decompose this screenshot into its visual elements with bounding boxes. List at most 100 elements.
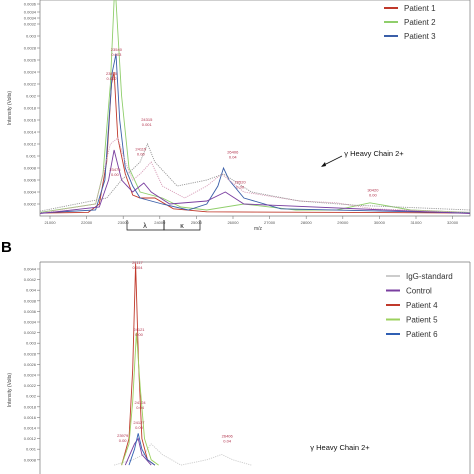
y-tick-label: 0.0034 xyxy=(24,10,37,15)
legend-label: Patient 5 xyxy=(406,316,438,325)
peak-label: 24127 xyxy=(133,420,145,425)
y-tick-label: 0.0016 xyxy=(24,415,37,420)
peak-label: 0.00 xyxy=(135,425,144,430)
heavy-chain-annotation: γ Heavy Chain 2+ xyxy=(344,149,404,158)
peak-label: 23475 xyxy=(109,167,121,172)
y-tick-label: 0.0018 xyxy=(24,106,37,111)
y-tick-label: 0.0016 xyxy=(24,118,37,123)
x-tick-label: 22000 xyxy=(81,220,93,225)
x-tick-label: 24000 xyxy=(154,220,166,225)
annotation-arrowhead xyxy=(321,162,326,167)
y-tick-label: 0.003 xyxy=(26,34,37,39)
x-tick-label: 32000 xyxy=(447,220,459,225)
y-tick-label: 0.001 xyxy=(26,154,37,159)
y-tick-label: 0.0008 xyxy=(24,457,37,462)
peak-label: 0.00 xyxy=(135,332,144,337)
y-tick-label: 0.0014 xyxy=(24,426,37,431)
series-line-b-3 xyxy=(121,332,159,466)
series-line-a-0 xyxy=(40,71,470,214)
x-tick-label: 23000 xyxy=(118,220,130,225)
y-tick-label: 0.0036 xyxy=(24,309,37,314)
peak-label: 0.001 xyxy=(142,122,153,127)
series-line-a-5 xyxy=(40,142,470,212)
panel-b-letter: B xyxy=(1,239,12,256)
y-tick-label: 0.0004 xyxy=(24,190,37,195)
peak-label: 0.00 xyxy=(137,152,146,157)
legend-a: Patient 1 Patient 2 Patient 3 xyxy=(384,4,436,41)
x-tick-label: 27000 xyxy=(264,220,276,225)
y-tick-label: 0.0028 xyxy=(24,351,37,356)
y-tick-label: 0.002 xyxy=(26,94,37,99)
y-tick-label: 0.0012 xyxy=(24,142,37,147)
peak-label: 24115 xyxy=(135,147,147,152)
legend-label: Patient 3 xyxy=(404,32,436,41)
x-tick-label: 25000 xyxy=(191,220,203,225)
y-tick-label: 0.0024 xyxy=(24,373,37,378)
peak-label: 0.00 xyxy=(236,185,245,190)
panel-a: 0.00360.00340.00340.00320.0030.00280.002… xyxy=(7,0,471,232)
series-line-a-2 xyxy=(40,53,470,214)
peak-label: 23475 xyxy=(106,71,118,76)
y-tick-label: 0.0022 xyxy=(24,383,37,388)
legend-label: Patient 4 xyxy=(406,301,438,310)
x-tick-label: 29000 xyxy=(337,220,349,225)
peak-label: 24315 xyxy=(141,117,153,122)
y-axis-label-b: Intensity (Volts) xyxy=(7,373,13,408)
y-tick-label: 0.0008 xyxy=(24,166,37,171)
peak-label: 0.00 xyxy=(369,192,378,197)
legend-label: Control xyxy=(406,287,432,296)
peak-label: 0.002 xyxy=(107,76,118,81)
peak-label: 0.00 xyxy=(111,172,120,177)
y-tick-label: 0.0038 xyxy=(24,298,37,303)
y-tick-label: 0.003 xyxy=(26,341,37,346)
series-line-a-1 xyxy=(40,0,470,213)
y-tick-label: 0.0022 xyxy=(24,82,37,87)
y-tick-label: 0.004 xyxy=(26,288,37,293)
x-axis-label: m/z xyxy=(254,226,263,232)
series-line-a-3 xyxy=(40,137,470,214)
peak-label: 0.003 xyxy=(111,52,122,57)
legend-label: IgG-standard xyxy=(406,272,453,281)
y-tick-label: 0.0014 xyxy=(24,130,37,135)
peak-label: 0.004 xyxy=(132,265,143,270)
panel-b: B 0.0044 0.0042 0.004 0.0038 0.0036 0.0034 0.00… xyxy=(1,239,471,474)
peak-label: 26406 xyxy=(222,434,234,439)
kappa-label: κ xyxy=(180,223,184,230)
y-tick-label: 0.0032 xyxy=(24,22,37,27)
peak-label: 26520 xyxy=(235,180,247,185)
legend-label: Patient 2 xyxy=(404,18,436,27)
y-tick-label: 0.0018 xyxy=(24,404,37,409)
series-line-b-1 xyxy=(124,437,152,466)
peak-label: 0.04 xyxy=(136,405,145,410)
peak-label: 0.04 xyxy=(229,155,238,160)
y-tick-label: 0.0006 xyxy=(24,178,37,183)
peak-label: 24117 xyxy=(132,260,144,265)
legend-label: Patient 1 xyxy=(404,4,436,13)
y-tick-label: 0.002 xyxy=(26,394,37,399)
y-tick-label: 0.0036 xyxy=(24,2,37,7)
series-line-a-4 xyxy=(40,149,470,215)
x-tick-label: 28000 xyxy=(301,220,313,225)
y-tick-label: 0.0044 xyxy=(24,267,37,272)
series-line-b-2 xyxy=(121,263,156,466)
y-axis-label: Intensity (Volts) xyxy=(7,91,13,126)
legend-b: IgG-standard Control Patient 4 Patient 5 Pat… xyxy=(386,272,453,339)
heavy-chain-annotation-b: γ Heavy Chain 2+ xyxy=(310,443,370,452)
y-tick-label: 0.0042 xyxy=(24,277,37,282)
peak-label: 23540 xyxy=(111,47,123,52)
lambda-label: λ xyxy=(143,223,147,230)
y-tick-label: 0.001 xyxy=(26,447,37,452)
y-tick-label: 0.0026 xyxy=(24,362,37,367)
peak-label: 24121 xyxy=(133,327,145,332)
y-tick-label: 0.0032 xyxy=(24,330,37,335)
x-tick-label: 31000 xyxy=(410,220,422,225)
y-tick-label: 0.0028 xyxy=(24,46,37,51)
series-line-b-0 xyxy=(113,443,252,466)
series-line-b-4 xyxy=(128,433,156,466)
peak-label: 30420 xyxy=(367,187,379,192)
legend-label: Patient 6 xyxy=(406,330,438,339)
y-tick-label: 0.0034 xyxy=(24,320,37,325)
kappa-bracket xyxy=(163,220,201,231)
y-tick-label: 0.0026 xyxy=(24,58,37,63)
